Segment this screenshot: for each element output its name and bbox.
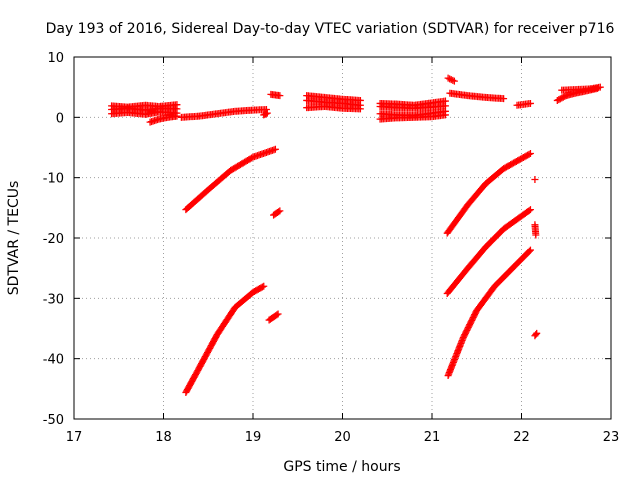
- plot-frame: [73, 56, 612, 420]
- data-point: [561, 92, 569, 100]
- data-point: [533, 329, 541, 337]
- data-point: [526, 206, 534, 214]
- chart-title: Day 193 of 2016, Sidereal Day-to-day VTE…: [46, 21, 615, 37]
- x-tick-label: 19: [245, 430, 262, 445]
- data-point: [526, 150, 534, 158]
- data-point: [446, 75, 454, 83]
- data-point: [441, 111, 449, 119]
- data-point: [356, 96, 364, 104]
- y-axis-label: SDTVAR / TECUs: [6, 181, 22, 296]
- x-tick-label: 17: [66, 430, 83, 445]
- data-point: [263, 109, 271, 117]
- data-point: [258, 283, 266, 291]
- x-tick-label: 22: [513, 430, 530, 445]
- y-tick-label: -40: [43, 353, 64, 368]
- data-point: [444, 74, 452, 82]
- data-point: [532, 231, 540, 239]
- data-point: [260, 282, 268, 290]
- x-tick-label: 20: [334, 430, 351, 445]
- data-point: [275, 208, 283, 216]
- y-tick-label: -10: [43, 172, 64, 187]
- x-tick-label: 18: [155, 430, 172, 445]
- axis-ticks: 17 18 19 20 21 22 23 10 0 -10 -20 -30 -40 -50: [43, 51, 620, 445]
- data-point: [525, 150, 533, 158]
- data-point: [173, 112, 181, 120]
- y-tick-label: -20: [43, 232, 64, 247]
- data-point: [525, 247, 533, 255]
- y-tick-label: 0: [56, 111, 64, 126]
- data-point: [526, 246, 534, 254]
- data-point: [532, 331, 540, 339]
- data-point: [356, 105, 364, 113]
- y-tick-label: -50: [43, 413, 64, 428]
- data-point: [271, 145, 279, 153]
- data-point: [449, 76, 457, 84]
- data-point: [441, 97, 449, 105]
- data-point: [450, 77, 458, 85]
- y-tick-label: 10: [47, 51, 64, 66]
- data-point: [556, 95, 564, 103]
- data-points: [108, 74, 604, 396]
- data-point: [274, 310, 282, 318]
- data-point: [500, 95, 508, 103]
- data-point: [596, 83, 604, 91]
- x-axis-label: GPS time / hours: [283, 459, 400, 475]
- data-point: [447, 76, 455, 84]
- x-tick-label: 21: [424, 430, 441, 445]
- y-tick-label: -30: [43, 292, 64, 307]
- data-point: [531, 175, 539, 183]
- data-point: [173, 101, 181, 109]
- x-tick-label: 23: [603, 430, 620, 445]
- data-point: [273, 311, 281, 319]
- data-point: [276, 92, 284, 100]
- data-point: [525, 207, 533, 215]
- data-point: [526, 99, 534, 107]
- data-point: [276, 207, 284, 215]
